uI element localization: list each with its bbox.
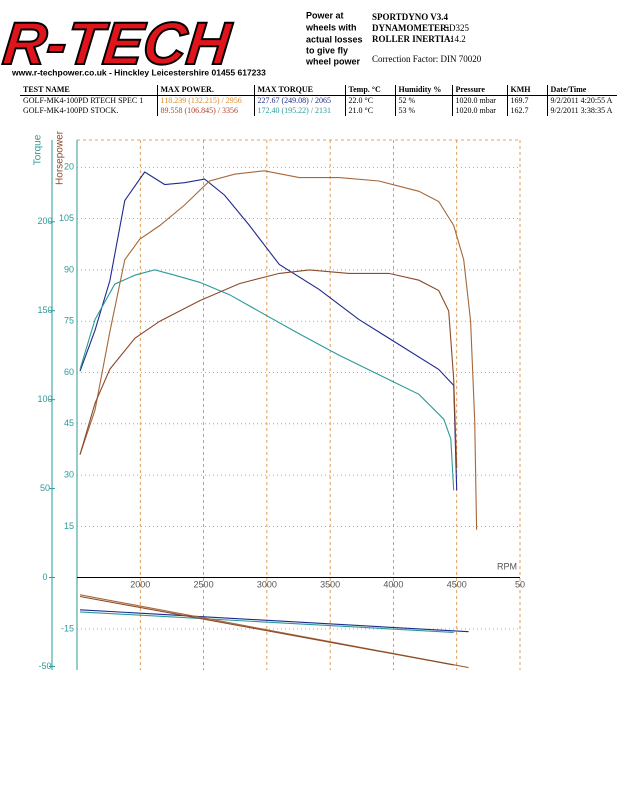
y-tick-label: 0: [42, 572, 47, 582]
correction: Correction Factor: DIN 70020: [372, 54, 482, 64]
y-tick-label: 150: [37, 305, 52, 315]
data-line: [79, 609, 469, 633]
x-axis-label: RPM: [497, 561, 517, 571]
note-line: wheel power: [305, 56, 361, 66]
x-tick-label: 2500: [194, 579, 214, 589]
data-line: [79, 611, 454, 633]
website: www.r-techpower.co.uk - Hinckley Leicest…: [11, 67, 266, 77]
y2-tick-label: 30: [64, 469, 74, 479]
y2-tick-label: 75: [64, 316, 74, 326]
dyno-info: SPORTDYNO V3.4 DYNAMOMETER: SD325 ROLLER…: [372, 12, 482, 64]
table-cell: 22.0 °C: [344, 95, 395, 106]
results-table: TEST NAME MAX POWER. MAX TORQUE Temp. °C Hum…: [20, 85, 617, 116]
note-line: actual losses: [306, 34, 363, 44]
table-cell: 1020.0 mbar: [451, 95, 507, 106]
data-line: [79, 170, 478, 530]
data-line: [79, 269, 455, 491]
table-cell: 89.558 (106.845) / 3356: [156, 106, 254, 116]
y2-tick-label: 45: [64, 418, 74, 428]
y2-tick-label: -15: [61, 623, 74, 633]
table-cell: 162.7: [506, 106, 547, 116]
x-tick-label: 4000: [383, 579, 403, 589]
y-tick-label: -50: [38, 661, 51, 671]
table-cell: 169.7: [506, 95, 547, 106]
x-tick-label: 2000: [130, 579, 150, 589]
column-header: MAX POWER.: [156, 85, 254, 96]
note-line: to give fly: [306, 45, 348, 55]
column-header: KMH: [506, 85, 547, 96]
table-cell: GOLF-MK4-100PD STOCK.: [23, 106, 119, 115]
y2-tick-label: 90: [64, 264, 74, 274]
table-cell: 118.239 (132.215) / 2956: [156, 95, 254, 106]
dyno-label: DYNAMOMETER:: [372, 23, 450, 33]
table-row: GOLF-MK4-100PD STOCK. 89.558 (106.845) / …: [20, 106, 617, 116]
x-tick-label: 3500: [320, 579, 340, 589]
table-cell: 9/2/2011 3:38:35 A: [546, 106, 617, 116]
y2-tick-label: 15: [64, 521, 74, 531]
y2-tick-label: 105: [59, 213, 74, 223]
y-tick-label: 200: [37, 216, 52, 226]
x-tick-label: 50: [515, 579, 525, 589]
column-header: Pressure: [451, 85, 507, 96]
column-header: TEST NAME: [20, 85, 157, 96]
data-line: [79, 171, 458, 491]
y-axis-label: Torque: [33, 134, 44, 165]
inertia: 14.2: [450, 34, 466, 44]
x-tick-label: 4500: [447, 579, 467, 589]
software: SPORTDYNO V3.4: [372, 12, 449, 22]
table-row: GOLF-MK4-100PD RTECH SPEC 1 118.239 (132.…: [20, 95, 617, 106]
note-line: Power at: [306, 10, 344, 20]
table-header: TEST NAME MAX POWER. MAX TORQUE Temp. °C Hum…: [20, 85, 617, 96]
table-cell: 9/2/2011 4:20:55 A: [546, 95, 617, 106]
data-line: [79, 595, 454, 666]
y2-tick-label: 20: [64, 162, 74, 172]
column-header: Temp. °C: [344, 85, 395, 96]
data-line: [79, 269, 458, 469]
column-header: Humidity %: [394, 85, 452, 96]
table-cell: 53 %: [394, 106, 452, 116]
logo: R-TECH: [0, 10, 235, 77]
dyno: SD325: [444, 23, 470, 33]
column-header: Date/Time: [546, 85, 617, 96]
table-cell: 21.0 °C: [344, 106, 395, 116]
table-cell: 52 %: [394, 95, 452, 106]
x-tick-label: 3000: [257, 579, 277, 589]
y-tick-label: 100: [37, 394, 52, 404]
note-line: wheels with: [305, 22, 357, 32]
y2-axis-label: Horsepower: [55, 130, 66, 185]
y2-tick-label: 60: [64, 367, 74, 377]
table-cell: 1020.0 mbar: [451, 106, 507, 116]
table-cell: GOLF-MK4-100PD RTECH SPEC 1: [23, 96, 144, 105]
inertia-label: ROLLER INERTIA:: [372, 34, 453, 44]
note: Power at wheels with actual losses to gi…: [305, 10, 363, 66]
table-cell: 227.67 (249.08) / 2065: [253, 95, 345, 106]
column-header: MAX TORQUE: [253, 85, 345, 96]
table-cell: 172.40 (195.22) / 2131: [253, 106, 345, 116]
y-tick-label: 50: [40, 483, 50, 493]
